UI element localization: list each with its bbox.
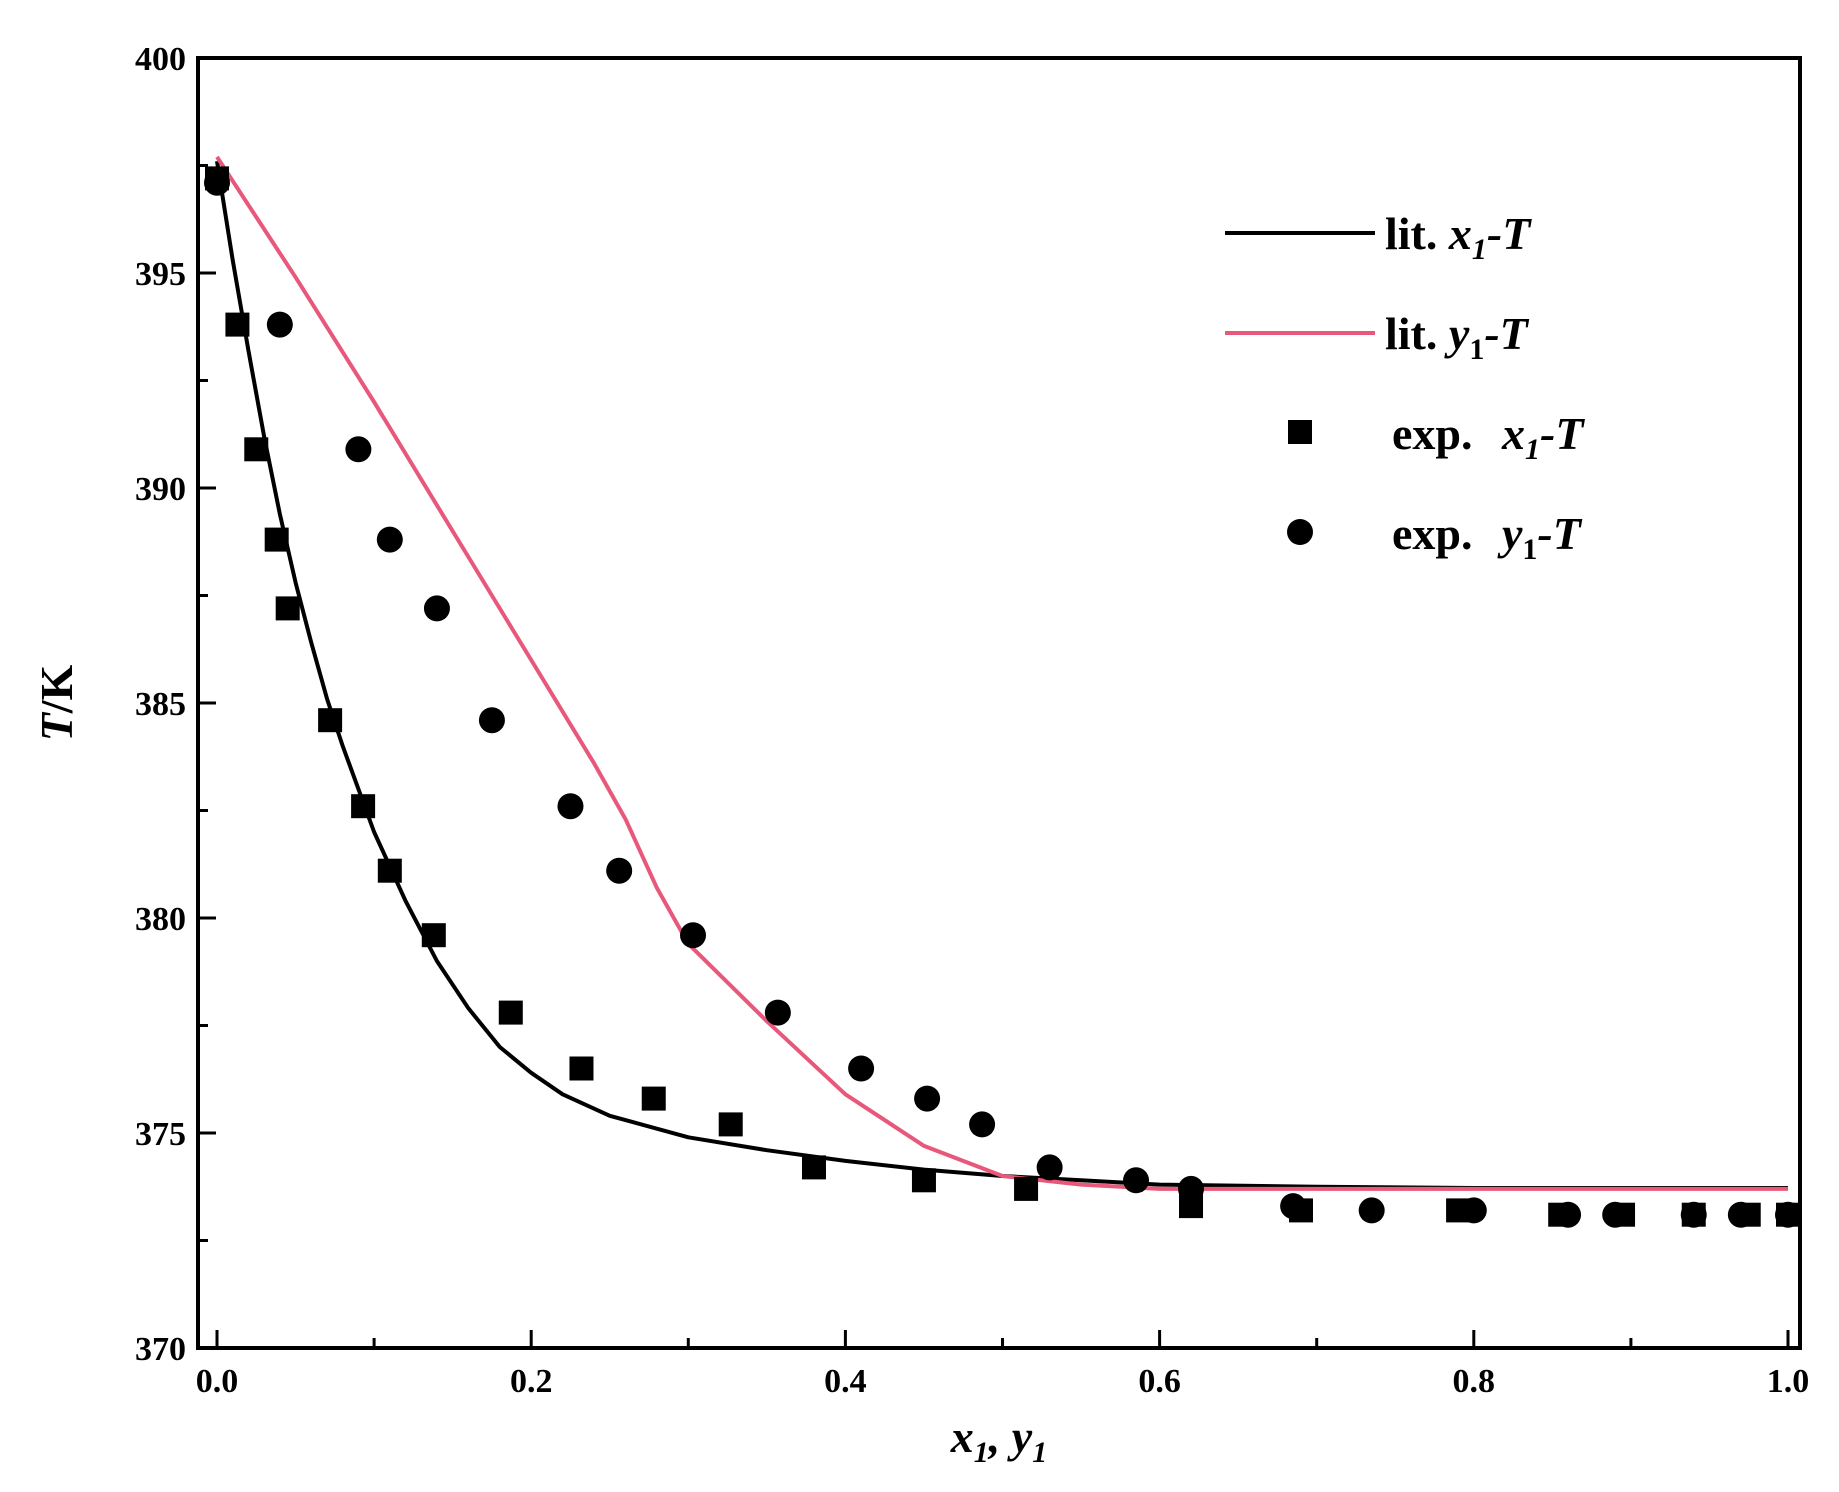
data-point-exp-y1 xyxy=(1680,1201,1707,1228)
data-point-exp-x1 xyxy=(569,1056,594,1081)
axis-ticks: 0.0 0.2 0.4 0.6 0.8 1.0 370 375 380 385 390 395 400 xyxy=(135,41,1809,1400)
data-point-exp-x1 xyxy=(801,1155,826,1180)
data-point-exp-x1 xyxy=(641,1086,666,1111)
data-point-exp-y1 xyxy=(914,1085,941,1112)
y-tick-label: 400 xyxy=(135,41,186,78)
data-point-exp-y1 xyxy=(478,707,505,734)
data-point-exp-x1 xyxy=(498,1000,523,1025)
legend-item-lit-x1: lit. x1-T xyxy=(1225,208,1532,266)
data-point-exp-x1 xyxy=(244,437,269,462)
data-point-exp-x1 xyxy=(718,1112,743,1137)
series-line-lit-x1 xyxy=(215,160,1788,1190)
x-tick-label: 0.4 xyxy=(824,1363,867,1400)
series-layer xyxy=(204,155,1801,1228)
data-point-exp-y1 xyxy=(266,311,293,338)
y-axis-label-unit: /K xyxy=(31,664,82,714)
data-point-exp-y1 xyxy=(1358,1197,1385,1224)
x-tick-label: 0.2 xyxy=(510,1363,553,1400)
data-point-exp-y1 xyxy=(423,595,450,622)
y-tick-label: 370 xyxy=(135,1331,186,1368)
data-point-exp-x1 xyxy=(1014,1176,1039,1201)
data-point-exp-y1 xyxy=(1280,1193,1307,1220)
data-point-exp-x1 xyxy=(351,794,376,819)
x-axis-label-var2: y xyxy=(1007,1411,1033,1462)
x-axis-label-sep: , xyxy=(988,1411,1012,1462)
y-tick-label: 390 xyxy=(135,471,186,508)
data-point-exp-y1 xyxy=(557,793,584,820)
data-point-exp-x1 xyxy=(421,923,446,948)
x-tick-label: 1.0 xyxy=(1767,1363,1810,1400)
data-point-exp-y1 xyxy=(376,526,403,553)
data-point-exp-x1 xyxy=(264,527,289,552)
data-point-exp-y1 xyxy=(1602,1201,1629,1228)
data-point-exp-y1 xyxy=(204,169,230,196)
y-tick-label: 395 xyxy=(135,256,186,293)
legend-item-lit-y1: lit. y1-T xyxy=(1225,308,1530,366)
data-point-exp-y1 xyxy=(680,922,707,949)
data-point-exp-x1 xyxy=(275,596,300,621)
data-point-exp-x1 xyxy=(911,1168,936,1193)
legend-label-exp-y1: exp. y1-T xyxy=(1392,508,1583,566)
legend-item-exp-x1: exp. x1-T xyxy=(1288,408,1585,466)
legend-marker-exp-x1 xyxy=(1288,420,1312,444)
x-axis-label-sub2: 1 xyxy=(1032,1436,1047,1469)
data-point-exp-y1 xyxy=(1178,1175,1205,1202)
legend-label-exp-x1: exp. x1-T xyxy=(1392,408,1585,466)
legend-marker-exp-y1 xyxy=(1287,519,1313,545)
data-point-exp-y1 xyxy=(1123,1167,1150,1194)
data-point-exp-x1 xyxy=(225,312,250,337)
y-tick-label: 375 xyxy=(135,1116,186,1153)
data-point-exp-x1 xyxy=(318,708,343,733)
x-axis-label-var1: x xyxy=(950,1411,974,1462)
data-point-exp-x1 xyxy=(377,858,402,883)
data-point-exp-y1 xyxy=(764,999,791,1026)
legend-label-lit-x1: lit. x1-T xyxy=(1385,208,1532,266)
data-point-exp-y1 xyxy=(969,1111,996,1138)
x-tick-label: 0.8 xyxy=(1453,1363,1496,1400)
legend: lit. x1-T lit. y1-T exp. x1-T exp. y1-T xyxy=(1225,208,1585,566)
y-tick-label: 380 xyxy=(135,901,186,938)
data-point-exp-y1 xyxy=(1775,1201,1801,1228)
legend-label-lit-y1: lit. y1-T xyxy=(1385,308,1530,366)
x-axis-label: x1, y1 xyxy=(950,1411,1047,1469)
y-tick-label: 385 xyxy=(135,686,186,723)
y-axis-label-variable: T xyxy=(31,711,82,741)
plot-frame xyxy=(196,56,1802,1350)
legend-item-exp-y1: exp. y1-T xyxy=(1287,508,1583,566)
data-point-exp-y1 xyxy=(606,857,633,884)
data-point-exp-y1 xyxy=(848,1055,875,1082)
data-point-exp-y1 xyxy=(1555,1201,1582,1228)
x-tick-label: 0.0 xyxy=(196,1363,239,1400)
y-axis-label: T/K xyxy=(31,664,82,741)
data-point-exp-y1 xyxy=(345,436,372,463)
data-point-exp-y1 xyxy=(1460,1197,1487,1224)
data-point-exp-y1 xyxy=(1036,1154,1063,1181)
data-point-exp-y1 xyxy=(1727,1201,1754,1228)
x-tick-label: 0.6 xyxy=(1138,1363,1181,1400)
x-axis-label-sub1: 1 xyxy=(974,1436,989,1469)
series-line-lit-y1 xyxy=(215,155,1788,1191)
